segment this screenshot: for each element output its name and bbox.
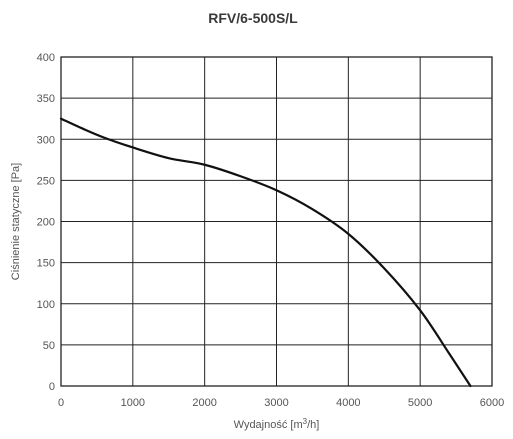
y-tick-label: 100 bbox=[37, 299, 55, 311]
x-axis-ticks: 0 1000 2000 3000 4000 5000 6000 bbox=[58, 397, 504, 409]
y-tick-label: 350 bbox=[37, 93, 55, 105]
x-tick-label: 0 bbox=[58, 397, 64, 409]
y-tick-label: 250 bbox=[37, 175, 55, 187]
x-tick-label: 3000 bbox=[264, 397, 288, 409]
y-axis-ticks: 0 50 100 150 200 250 300 350 400 bbox=[37, 52, 55, 393]
x-axis-label: Wydajność [m3/h] bbox=[234, 417, 320, 431]
x-tick-label: 4000 bbox=[336, 397, 360, 409]
x-tick-label: 6000 bbox=[480, 397, 504, 409]
grid bbox=[61, 57, 492, 386]
x-tick-label: 2000 bbox=[192, 397, 216, 409]
y-axis-label: Ciśnienie statyczne [Pa] bbox=[10, 163, 22, 280]
plot-area bbox=[60, 56, 493, 387]
chart-title: RFV/6-500S/L bbox=[208, 10, 298, 26]
y-tick-label: 300 bbox=[37, 134, 55, 146]
y-tick-label: 200 bbox=[37, 217, 55, 229]
y-tick-label: 0 bbox=[49, 381, 55, 393]
y-tick-label: 150 bbox=[37, 258, 55, 270]
series-line bbox=[59, 117, 472, 388]
y-tick-label: 400 bbox=[37, 52, 55, 64]
x-tick-label: 5000 bbox=[408, 397, 432, 409]
y-tick-label: 50 bbox=[43, 340, 55, 352]
x-tick-label: 1000 bbox=[121, 397, 145, 409]
